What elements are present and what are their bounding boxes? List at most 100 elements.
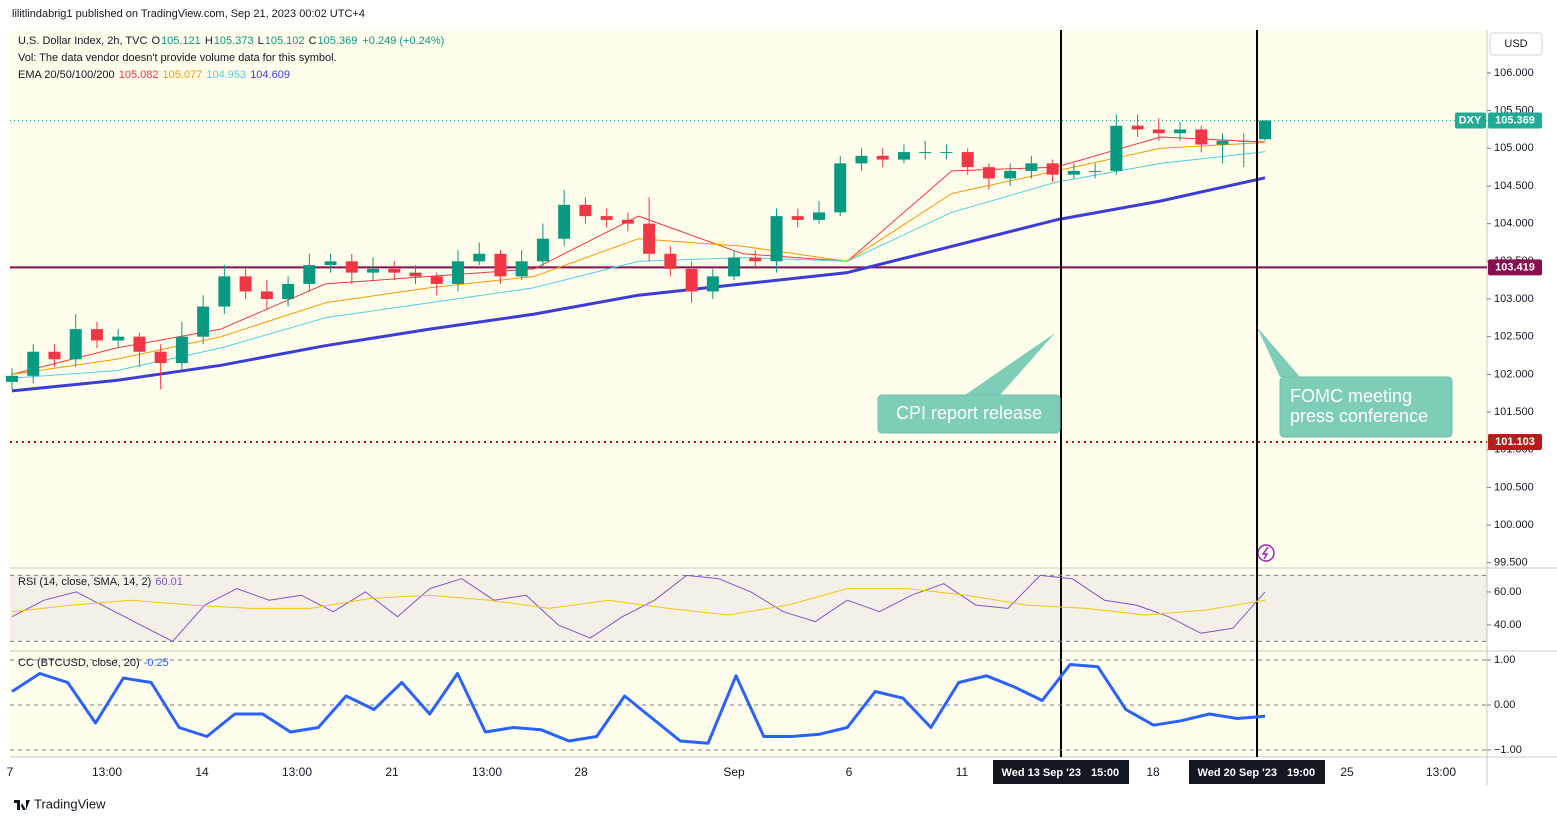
candle-body (515, 261, 528, 277)
candle-body (600, 216, 613, 220)
x-tick-label: 13:00 (282, 765, 312, 779)
candle-body (48, 351, 61, 360)
candle-body (112, 336, 125, 341)
brand-logo (14, 800, 30, 810)
candle-body (1067, 170, 1080, 175)
legend-row: U.S. Dollar Index, 2h, TVC O105.121 H105… (18, 35, 445, 47)
candle-body (90, 329, 103, 341)
y-tick-label: 1.00 (1494, 654, 1515, 666)
ohlc-label: L (257, 35, 264, 47)
candle-body (388, 268, 401, 273)
candle-body (685, 268, 698, 292)
cc-last: -0.25 (143, 657, 169, 669)
x-tick-label: 14 (195, 765, 209, 779)
y-tick-label: −1.00 (1494, 744, 1522, 756)
candle-body (324, 261, 337, 266)
candle-body (303, 265, 316, 284)
callout-text: FOMC meeting (1290, 386, 1412, 406)
candle-body (643, 223, 656, 254)
callout-box (1279, 376, 1453, 438)
candle-body (919, 152, 932, 154)
rsi-title: RSI (14, close, SMA, 14, 2) (18, 576, 152, 588)
y-tick-label: 40.00 (1494, 619, 1522, 631)
publisher: lilitlindabrig1 published on TradingView… (12, 8, 365, 20)
symbol-badge-label: DXY (1459, 114, 1482, 126)
candle-body (133, 336, 146, 352)
candle-body (982, 167, 995, 179)
cc-title: CC (BTCUSD, close, 20) (18, 657, 140, 669)
event-time: 15:00 (1091, 767, 1119, 779)
ema-last: 105.082 (118, 69, 159, 81)
content: 99.500100.000100.500101.000101.500102.00… (6, 30, 1542, 784)
x-tick-label: 6 (846, 765, 853, 779)
y-tick-label: 100.000 (1494, 519, 1534, 531)
price-badge-label: 101.103 (1495, 436, 1535, 448)
legend-row: Vol: The data vendor doesn't provide vol… (18, 52, 338, 64)
callout-box (877, 394, 1061, 434)
candle-body (1025, 163, 1038, 171)
brand: TradingView (34, 796, 106, 811)
price-badge-label: 105.369 (1495, 114, 1535, 126)
x-tick-label: 13:00 (92, 765, 122, 779)
ohlc-value: 105.121 (161, 35, 201, 47)
price-axis-background (1487, 30, 1557, 785)
event-date: Wed 13 Sep '23 (1002, 767, 1081, 779)
candle-body (260, 291, 273, 299)
candle-body (813, 212, 826, 220)
ema-last: 105.077 (162, 69, 203, 81)
candle-body (1152, 129, 1165, 134)
candle-body (218, 276, 231, 307)
candle-body (1237, 140, 1250, 142)
candle-body (579, 204, 592, 217)
y-tick-label: 101.500 (1494, 406, 1534, 418)
y-tick-label: 103.000 (1494, 293, 1534, 305)
candle-body (1216, 140, 1229, 145)
price-badge (1488, 112, 1542, 129)
ohlc-value: 105.369 (317, 35, 358, 47)
x-tick-label: 11 (956, 765, 969, 779)
candle-body (558, 204, 571, 239)
legend-row: CC (BTCUSD, close, 20) -0.25 (18, 657, 170, 669)
candle-body (961, 152, 974, 168)
candle-body (664, 253, 677, 269)
x-tick-label: 21 (385, 765, 399, 779)
price-badge-label: 103.419 (1495, 261, 1535, 273)
candle-body (345, 261, 358, 273)
candle-body (1110, 125, 1123, 171)
legend-row: RSI (14, close, SMA, 14, 2) 60.01 (18, 576, 184, 588)
x-tick-label: 25 (1340, 765, 1354, 779)
currency[interactable]: USD (1504, 38, 1527, 50)
candle-body (536, 238, 549, 262)
x-tick-label: 13:00 (472, 765, 502, 779)
candle-body (154, 351, 167, 364)
candle-body (451, 261, 464, 284)
x-tick-label: 13:00 (1426, 765, 1456, 779)
ema-last: 104.953 (206, 69, 247, 81)
y-tick-label: 102.500 (1494, 331, 1534, 343)
candle-body (494, 253, 507, 277)
ohlc-label: C (308, 35, 317, 47)
ohlc-value: 105.102 (264, 35, 305, 47)
candle-body (473, 253, 486, 262)
y-tick-label: 102.000 (1494, 368, 1534, 380)
plot-background (10, 30, 1487, 757)
currency-button[interactable] (1489, 32, 1543, 56)
y-tick-label: 0.00 (1494, 699, 1515, 711)
indicator-line (11, 151, 1266, 379)
candle-body (621, 219, 634, 224)
candle-body (1259, 120, 1271, 140)
y-tick-label: 104.000 (1494, 218, 1534, 230)
y-tick-label: 60.00 (1494, 586, 1522, 598)
callout-pointer (1257, 327, 1300, 377)
indicator-line (11, 574, 1266, 642)
candle-body (770, 216, 783, 262)
event-icon[interactable] (1257, 544, 1275, 562)
symbol-title: U.S. Dollar Index, 2h, TVC (18, 35, 148, 47)
indicator-label: EMA 20/50/100/200 (18, 69, 115, 81)
event-time-box (993, 760, 1129, 784)
callout-pointer (965, 333, 1055, 395)
candle-body (1131, 125, 1144, 130)
rsi-band (10, 575, 1487, 642)
candle-body (791, 216, 804, 220)
